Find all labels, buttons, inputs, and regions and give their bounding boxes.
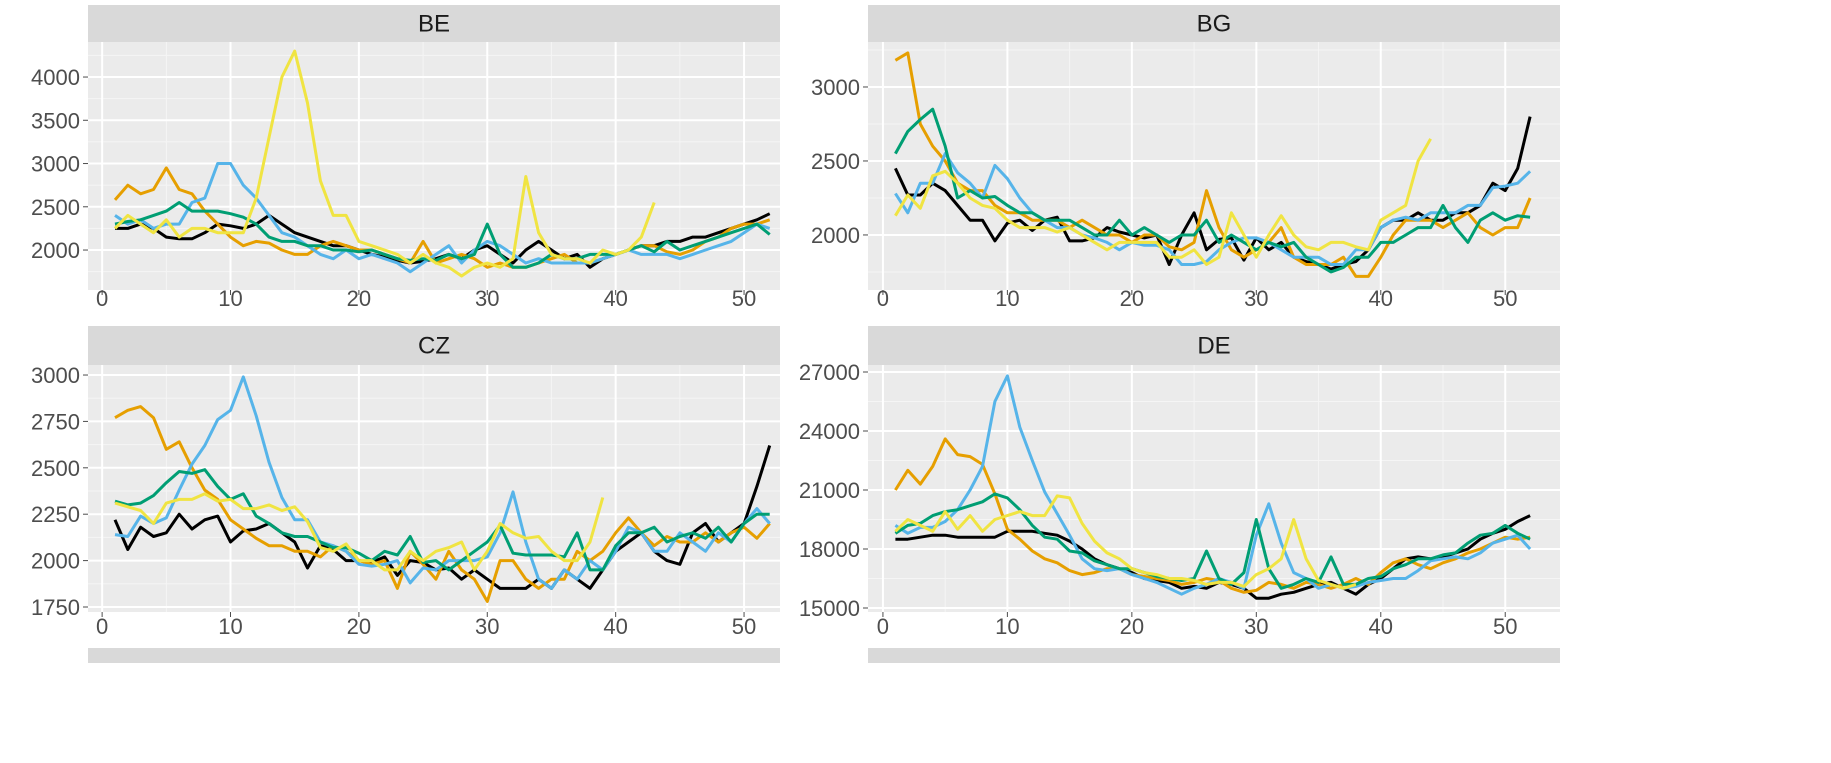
y-tick-label: 15000 bbox=[799, 596, 860, 621]
x-tick-label: 20 bbox=[1120, 614, 1144, 639]
x-tick-label: 20 bbox=[1120, 286, 1144, 311]
y-tick-label: 18000 bbox=[799, 537, 860, 562]
x-tick-label: 10 bbox=[995, 614, 1019, 639]
y-tick-label: 3000 bbox=[811, 75, 860, 100]
x-tick-label: 10 bbox=[995, 286, 1019, 311]
x-tick-label: 20 bbox=[347, 286, 371, 311]
facet-de: DE 0 10 20 30 40 50 15000 18000 21000 24000 27000 bbox=[799, 326, 1560, 639]
series-line-5 bbox=[114, 492, 605, 572]
x-tick-label: 30 bbox=[1244, 286, 1268, 311]
x-tick-label: 40 bbox=[603, 614, 627, 639]
series-line-2 bbox=[894, 51, 1532, 278]
series-line-4 bbox=[114, 201, 771, 269]
x-tick-label: 20 bbox=[347, 614, 371, 639]
facet-strip bbox=[88, 5, 780, 42]
series-line-1 bbox=[113, 445, 772, 590]
x-tick-label: 0 bbox=[877, 286, 889, 311]
next-facet-strip bbox=[88, 648, 780, 663]
series-line-4 bbox=[114, 468, 770, 572]
facet-bg: BG 0 10 20 30 40 50 2000 2500 3000 bbox=[811, 5, 1560, 311]
x-tick-label: 30 bbox=[475, 614, 499, 639]
series-line-3 bbox=[894, 152, 1532, 266]
x-tick-label: 40 bbox=[603, 286, 627, 311]
facet-strip bbox=[868, 326, 1560, 365]
facet-title: BG bbox=[1197, 11, 1232, 38]
y-tick-label: 2500 bbox=[31, 456, 80, 481]
y-tick-label: 27000 bbox=[799, 360, 860, 385]
y-tick-label: 2000 bbox=[31, 238, 80, 263]
panel-background bbox=[88, 42, 780, 290]
x-tick-label: 0 bbox=[877, 614, 889, 639]
y-tick-label: 21000 bbox=[799, 478, 860, 503]
series-line-5 bbox=[894, 494, 1357, 590]
y-tick-label: 3000 bbox=[31, 152, 80, 177]
x-tick-label: 10 bbox=[218, 614, 242, 639]
x-tick-label: 50 bbox=[1493, 614, 1517, 639]
panel-background bbox=[868, 42, 1560, 290]
series-line-5 bbox=[113, 49, 656, 278]
x-tick-label: 40 bbox=[1369, 286, 1393, 311]
next-facet-strip bbox=[868, 648, 1560, 663]
x-tick-label: 40 bbox=[1369, 614, 1393, 639]
y-tick-label: 2500 bbox=[811, 149, 860, 174]
facet-strip bbox=[88, 326, 780, 365]
y-tick-label: 2500 bbox=[31, 195, 80, 220]
x-tick-label: 0 bbox=[96, 286, 108, 311]
facet-strip bbox=[868, 5, 1560, 42]
facet-title: DE bbox=[1197, 333, 1230, 360]
series-line-4 bbox=[894, 107, 1531, 274]
facet-title: BE bbox=[418, 11, 450, 38]
facet-cz: CZ 0 10 20 30 40 50 1750 2000 2250 2500 2750 3000 bbox=[31, 326, 780, 639]
x-tick-label: 30 bbox=[1244, 614, 1268, 639]
x-tick-label: 10 bbox=[218, 286, 242, 311]
facet-be: BE 0 10 20 30 40 50 2000 2500 3000 3500 4000 bbox=[31, 5, 780, 311]
y-tick-label: 2250 bbox=[31, 502, 80, 527]
facet-title: CZ bbox=[418, 333, 450, 360]
x-tick-label: 50 bbox=[732, 614, 756, 639]
series-line-5 bbox=[894, 138, 1432, 266]
x-tick-label: 0 bbox=[96, 614, 108, 639]
y-tick-label: 3500 bbox=[31, 108, 80, 133]
series-line-4 bbox=[894, 492, 1531, 590]
y-tick-label: 3000 bbox=[31, 363, 80, 388]
x-tick-label: 50 bbox=[1493, 286, 1517, 311]
y-tick-label: 2000 bbox=[31, 549, 80, 574]
series-line-2 bbox=[113, 166, 771, 269]
y-tick-label: 4000 bbox=[31, 65, 80, 90]
series-line-3 bbox=[114, 162, 771, 274]
x-tick-label: 50 bbox=[732, 286, 756, 311]
series-line-3 bbox=[894, 374, 1532, 596]
y-tick-label: 2000 bbox=[811, 223, 860, 248]
y-tick-label: 2750 bbox=[31, 409, 80, 434]
x-tick-label: 30 bbox=[475, 286, 499, 311]
y-tick-label: 1750 bbox=[31, 595, 80, 620]
y-tick-label: 24000 bbox=[799, 419, 860, 444]
